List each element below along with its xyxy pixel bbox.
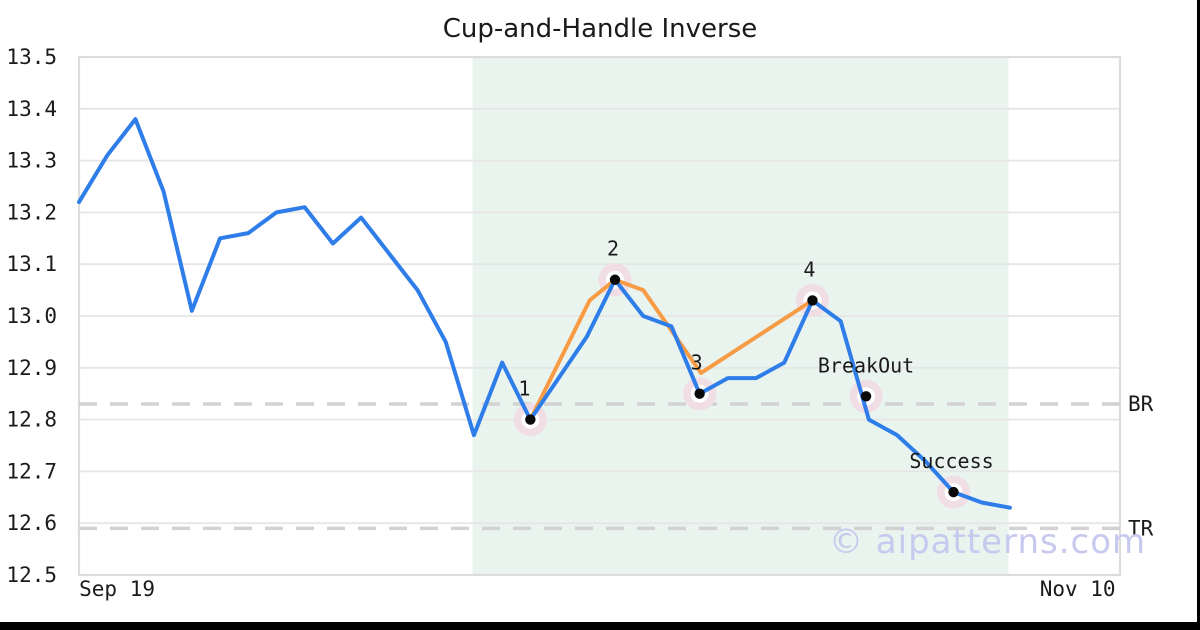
marker-dot-2 xyxy=(609,274,621,285)
y-tick-label: 12.9 xyxy=(6,356,57,380)
y-tick-label: 13.5 xyxy=(6,45,57,69)
y-tick-label: 13.0 xyxy=(6,304,57,328)
level-label-tr: TR xyxy=(1128,516,1154,540)
y-tick-label: 12.6 xyxy=(6,511,57,535)
level-label-br: BR xyxy=(1128,392,1154,416)
frame-border-right xyxy=(1197,0,1200,630)
marker-dot-breakout xyxy=(860,391,872,402)
plot-border xyxy=(77,55,1122,577)
y-tick-label: 13.1 xyxy=(6,252,57,276)
x-tick-label: Sep 19 xyxy=(79,577,155,601)
marker-label-success: Success xyxy=(909,449,993,473)
marker-label-4: 4 xyxy=(803,257,815,281)
pattern-line xyxy=(528,277,815,422)
watermark: © aipatterns.com xyxy=(829,522,1147,562)
y-tick-label: 13.3 xyxy=(6,149,57,173)
y-tick-label: 12.7 xyxy=(6,459,57,483)
marker-dot-4 xyxy=(807,295,818,306)
x-tick-label: Nov 10 xyxy=(1040,577,1116,601)
marker-label-breakout: BreakOut xyxy=(818,353,914,377)
y-tick-label: 13.4 xyxy=(6,97,57,121)
marker-label-1: 1 xyxy=(518,377,530,401)
chart-title: Cup-and-Handle Inverse xyxy=(442,14,758,44)
price-line xyxy=(77,117,1012,510)
marker-dot-success xyxy=(948,486,959,498)
y-tick-label: 12.5 xyxy=(6,563,57,587)
marker-dot-1 xyxy=(525,414,536,425)
marker-label-3: 3 xyxy=(691,351,703,375)
marker-label-2: 2 xyxy=(607,237,619,261)
y-tick-label: 12.8 xyxy=(6,408,57,432)
marker-dot-3 xyxy=(694,388,705,399)
frame-border-bottom xyxy=(0,622,1200,630)
y-tick-label: 13.2 xyxy=(6,200,57,224)
